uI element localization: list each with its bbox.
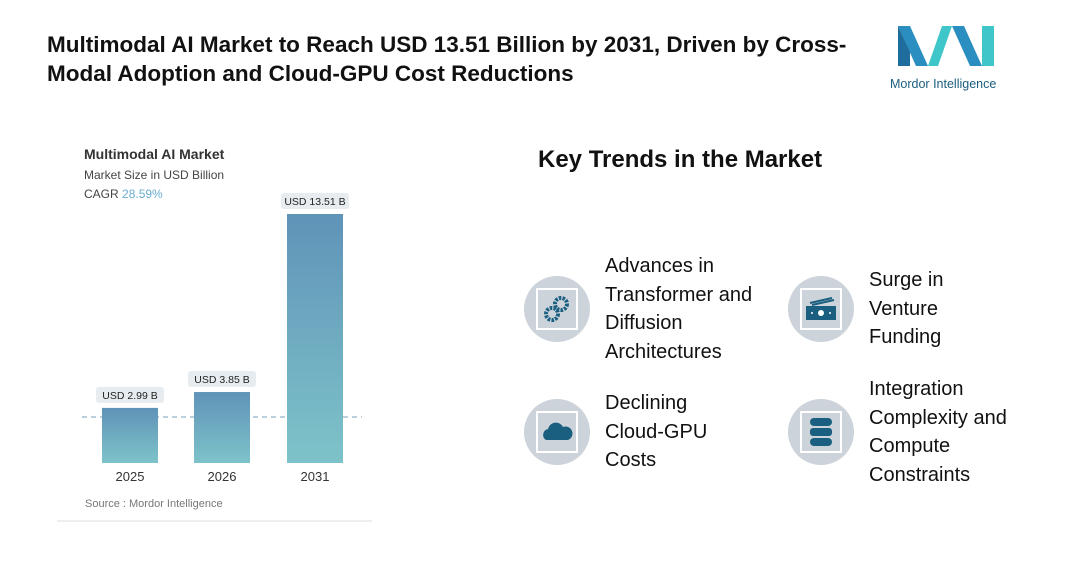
x-tick-label: 2026 [208,469,237,484]
cloud-icon [543,422,573,440]
money-icon [806,296,836,320]
chart-subtitle: Market Size in USD Billion [84,168,225,182]
bar-2031 [287,214,343,463]
chart-title: Multimodal AI Market [84,146,225,162]
page-title: Multimodal AI Market to Reach USD 13.51 … [47,32,847,86]
trend-item: Surge in Venture Funding [788,266,969,352]
bar-2025 [102,407,158,463]
trend-item: Advances in Transformer and Diffusion Ar… [524,252,755,366]
trend-item: Integration Complexity and Compute Const… [788,375,1019,489]
trend-label: Declining Cloud-GPU Costs [605,392,708,471]
trend-label: Surge in Venture Funding [869,269,944,348]
x-tick-label: 2031 [301,469,330,484]
bar-chart: USD 2.99 B 2025 USD 3.85 B 2026 USD 13.51 B 2… [82,193,362,484]
chart-source: Source : Mordor Intelligence [85,498,223,510]
x-tick-label: 2025 [116,469,145,484]
data-label: USD 13.51 B [284,196,345,208]
trends-heading: Key Trends in the Market [538,146,823,173]
cagr-label: CAGR [84,187,119,201]
data-label-bg [281,193,349,209]
trend-label: Integration Complexity and Compute Const… [869,378,1007,486]
bar-2026 [194,392,250,463]
data-label: USD 2.99 B [102,390,157,402]
data-label-bg [188,371,256,388]
cagr-value: 28.59% [122,187,163,201]
database-icon [810,418,832,446]
cagr: CAGR 28.59% [84,187,163,201]
data-label: USD 3.85 B [194,374,249,386]
chart-card: USD 2.99 B 2025 USD 3.85 B 2026 USD 13.51 B 2… [57,130,372,522]
mordor-logo [898,26,994,66]
trend-item: Declining Cloud-GPU Costs [524,389,735,475]
logo-text: Mordor Intelligence [890,77,997,91]
gears-icon [544,296,569,322]
data-label-bg [96,386,164,403]
trend-label: Advances in Transformer and Diffusion Ar… [605,255,753,363]
